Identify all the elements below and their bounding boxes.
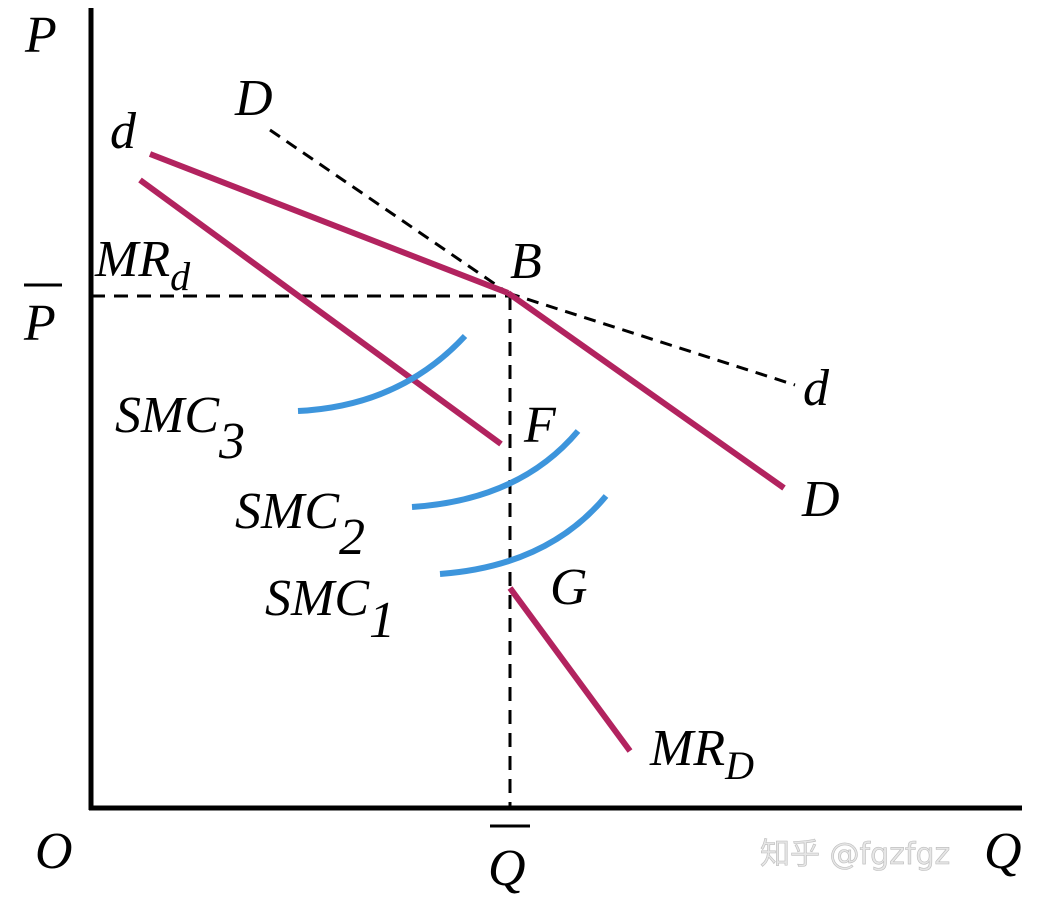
demand-d-solid bbox=[148, 151, 510, 296]
watermark: 知乎 @fgzfgz bbox=[760, 837, 950, 872]
label-D-top: D bbox=[234, 70, 273, 127]
smc2-curve bbox=[411, 429, 581, 510]
label-smc3: SMC3 bbox=[115, 387, 245, 470]
demand-D-solid bbox=[506, 290, 786, 491]
label-d-top: d bbox=[110, 103, 137, 160]
q-bar-label: Q bbox=[488, 840, 526, 897]
label-D-right: D bbox=[801, 471, 840, 528]
y-axis-label: P bbox=[24, 7, 57, 64]
label-G: G bbox=[550, 559, 588, 616]
smc3-curve bbox=[297, 333, 468, 414]
mr-d-curve bbox=[138, 177, 503, 447]
label-mr-D: MRD bbox=[649, 720, 754, 788]
label-smc2: SMC2 bbox=[235, 483, 365, 566]
origin-label: O bbox=[35, 823, 73, 880]
label-F: F bbox=[523, 397, 557, 454]
mr-D-curve bbox=[507, 586, 633, 753]
label-smc1: SMC1 bbox=[265, 570, 395, 649]
p-bar-label: P bbox=[23, 295, 56, 352]
smc1-curve bbox=[439, 494, 609, 577]
label-B: B bbox=[510, 233, 542, 290]
demand-d-dashed bbox=[507, 291, 796, 387]
demand-D-dashed bbox=[269, 128, 509, 295]
x-axis-label: Q bbox=[984, 823, 1022, 880]
label-d-right: d bbox=[803, 360, 830, 417]
label-mr-d: MRd bbox=[94, 231, 191, 299]
